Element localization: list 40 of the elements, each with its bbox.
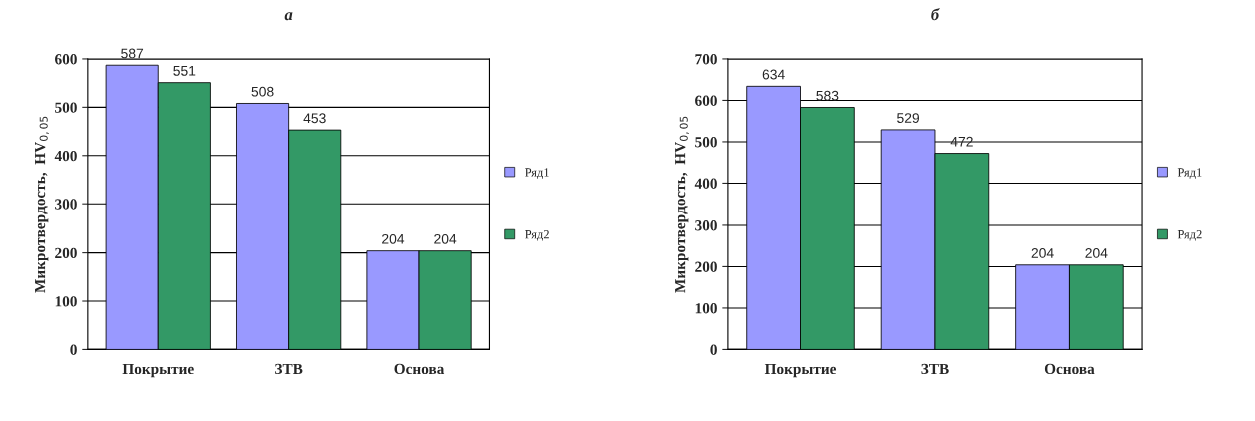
data-label: 453 — [303, 113, 326, 124]
y-tick-label: 100 — [55, 296, 77, 307]
chart-title: а — [284, 12, 293, 21]
y-tick-label: 500 — [695, 137, 717, 148]
data-label: 508 — [251, 86, 274, 97]
y-tick-label: 400 — [694, 178, 717, 189]
data-label: 204 — [434, 233, 457, 244]
data-label: 204 — [382, 233, 405, 244]
y-tick-label: 600 — [695, 95, 717, 106]
data-label: 204 — [1085, 248, 1108, 258]
x-tick-label: Покрытие — [122, 363, 194, 378]
data-label: 587 — [121, 48, 144, 59]
y-axis-title: Микротвердость, HV$_{0,05}$ — [35, 116, 49, 293]
x-tick-label: Основа — [1044, 363, 1095, 375]
x-tick-label: ЗТВ — [921, 363, 949, 375]
y-tick-label: 400 — [54, 150, 77, 162]
y-tick-label: 300 — [695, 220, 717, 231]
data-label: 634 — [762, 69, 785, 80]
x-tick-label: Покрытие — [764, 363, 837, 378]
data-label: 204 — [1031, 248, 1054, 258]
y-tick-label: 0 — [70, 344, 77, 355]
y-tick-label: 200 — [695, 261, 717, 272]
chart-title: б — [931, 8, 940, 21]
legend-label: Ряд1 — [1177, 168, 1202, 179]
legend-label: Ряд2 — [525, 230, 549, 241]
data-label: 529 — [897, 113, 920, 123]
legend-label: Ряд1 — [525, 168, 549, 179]
legend-label: Ряд2 — [1177, 230, 1202, 241]
y-tick-label: 700 — [695, 54, 717, 65]
y-tick-label: 100 — [695, 303, 717, 314]
y-tick-label: 300 — [55, 199, 77, 210]
data-label: 583 — [816, 90, 839, 101]
y-axis-title: Микротвердость, HV$_{0,05}$ — [675, 116, 689, 293]
x-tick-label: ЗТВ — [275, 363, 303, 375]
y-tick-label: 200 — [55, 247, 77, 259]
y-tick-label: 500 — [55, 102, 77, 113]
x-tick-label: Основа — [394, 363, 445, 375]
y-tick-label: 0 — [710, 344, 717, 355]
y-tick-label: 600 — [55, 54, 77, 65]
data-label: 551 — [173, 66, 196, 76]
